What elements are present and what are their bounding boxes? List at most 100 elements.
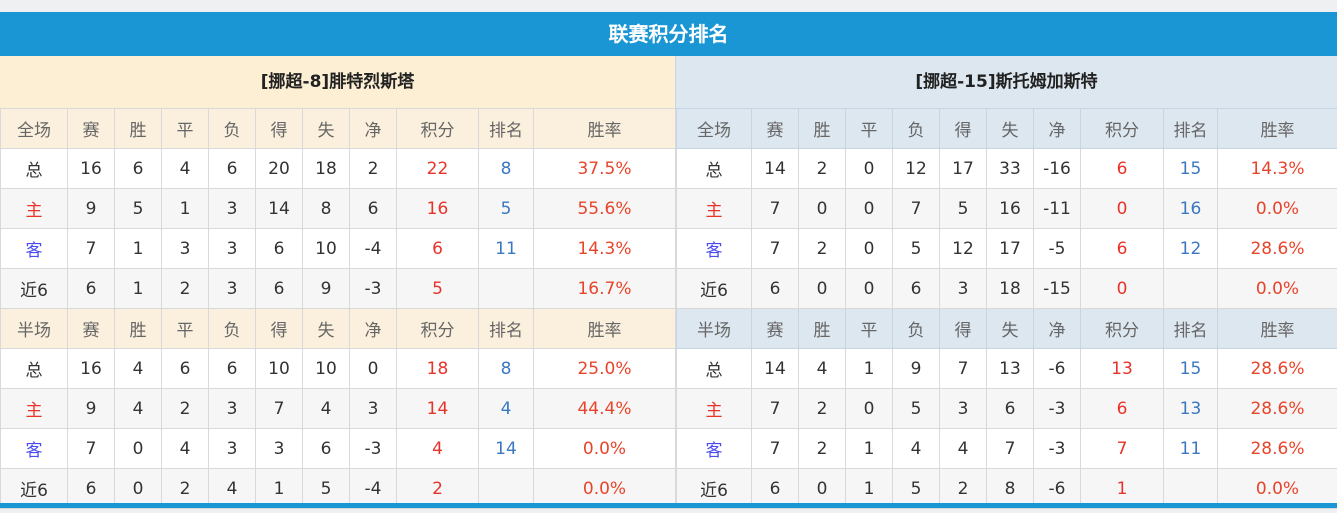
column-header: 失 [302,108,350,149]
standings: [挪超-8]腓特烈斯塔 全场赛胜平负得失净积分 排名 胜率总 16 6 4 6 20 18 2 22… [0,56,1337,509]
cell: -11 [1033,188,1081,229]
cell: 2 [798,388,846,429]
row-label: 总 [0,148,68,189]
cell: -15 [1033,268,1081,309]
cell: 25.0% [533,348,676,389]
page-title: 联赛积分排名 [0,12,1337,56]
cell: 0 [114,468,162,509]
cell: 6 [892,268,940,309]
column-header: 负 [208,308,256,349]
cell: 4 [114,348,162,389]
cell: 8 [478,348,534,389]
team-name: [挪超-8]腓特烈斯塔 [0,56,675,108]
column-header: 排名 [478,108,534,149]
row-label: 客 [676,228,752,269]
column-header: 失 [986,308,1034,349]
cell: 9 [67,188,115,229]
cell: 18 [302,148,350,189]
cell: 6 [396,228,479,269]
cell: 10 [255,348,303,389]
cell: 14.3% [533,228,676,269]
cell: 9 [67,388,115,429]
cell: 2 [396,468,479,509]
row-label: 客 [676,428,752,469]
cell: 3 [208,188,256,229]
table-row: 主 7 0 0 7 5 16 -11 0 16 0.0% [676,188,1337,229]
column-header: 平 [161,108,209,149]
column-header: 失 [302,308,350,349]
row-label: 近6 [676,268,752,309]
cell: 55.6% [533,188,676,229]
cell: 0 [114,428,162,469]
column-header: 胜 [798,308,846,349]
cell: 5 [478,188,534,229]
table-row: 近6 6 0 2 4 1 5 -4 2 0.0% [0,468,676,509]
cell: 0.0% [533,468,676,509]
column-header: 积分 [396,108,479,149]
cell: 7 [939,348,987,389]
cell: 17 [939,148,987,189]
header-row: 半场赛胜平负得失净积分 排名 胜率 [0,308,676,349]
cell: -3 [349,428,397,469]
section-label: 全场 [0,108,68,149]
away-team-panel: [挪超-15]斯托姆加斯特 全场赛胜平负得失净积分 排名 胜率总 14 2 0 12 17 33… [676,56,1337,509]
cell: 3 [208,228,256,269]
cell: 28.6% [1217,388,1337,429]
cell: 9 [892,348,940,389]
cell: 6 [114,148,162,189]
cell: 0 [798,268,846,309]
cell: 6 [1080,148,1164,189]
cell: -4 [349,228,397,269]
cell: -3 [1033,428,1081,469]
standings-table: 全场赛胜平负得失净积分 排名 胜率总 14 2 0 12 17 33 -16 6 15 14.3% 主 7 0… [676,108,1337,509]
row-label: 客 [0,228,68,269]
cell: 28.6% [1217,228,1337,269]
cell: 16 [986,188,1034,229]
cell: 0 [845,388,893,429]
cell: 6 [255,268,303,309]
column-header: 得 [939,308,987,349]
column-header: 赛 [67,308,115,349]
cell: 18 [986,268,1034,309]
row-label: 总 [676,148,752,189]
row-label: 主 [676,388,752,429]
table-row: 客 7 0 4 3 3 6 -3 4 14 0.0% [0,428,676,469]
column-header: 排名 [1163,108,1218,149]
cell: 2 [798,428,846,469]
column-header: 平 [161,308,209,349]
cell: 7 [751,188,799,229]
column-header: 胜率 [1217,108,1337,149]
cell: 12 [939,228,987,269]
cell: 0.0% [1217,188,1337,229]
cell: 1 [114,268,162,309]
cell: 9 [302,268,350,309]
column-header: 平 [845,308,893,349]
cell: 0.0% [1217,268,1337,309]
cell [478,468,534,509]
cell: 15 [1163,348,1218,389]
cell: 14 [255,188,303,229]
cell: 8 [302,188,350,229]
cell: 7 [986,428,1034,469]
cell: 3 [208,388,256,429]
table-row: 客 7 1 3 3 6 10 -4 6 11 14.3% [0,228,676,269]
cell: 10 [302,228,350,269]
cell: 13 [1080,348,1164,389]
cell: -6 [1033,468,1081,509]
cell: 2 [349,148,397,189]
column-header: 净 [1033,108,1081,149]
row-label: 近6 [676,468,752,509]
cell: 14 [396,388,479,429]
cell: 3 [161,228,209,269]
row-label: 总 [0,348,68,389]
column-header: 赛 [67,108,115,149]
cell: 4 [939,428,987,469]
column-header: 净 [349,108,397,149]
column-header: 得 [255,308,303,349]
table-row: 近6 6 0 1 5 2 8 -6 1 0.0% [676,468,1337,509]
standings-table: 全场赛胜平负得失净积分 排名 胜率总 16 6 4 6 20 18 2 22 8 37.5% 主 9 5 1 3 1… [0,108,676,509]
cell: 44.4% [533,388,676,429]
cell: 1 [255,468,303,509]
cell: 28.6% [1217,348,1337,389]
row-label: 主 [0,388,68,429]
